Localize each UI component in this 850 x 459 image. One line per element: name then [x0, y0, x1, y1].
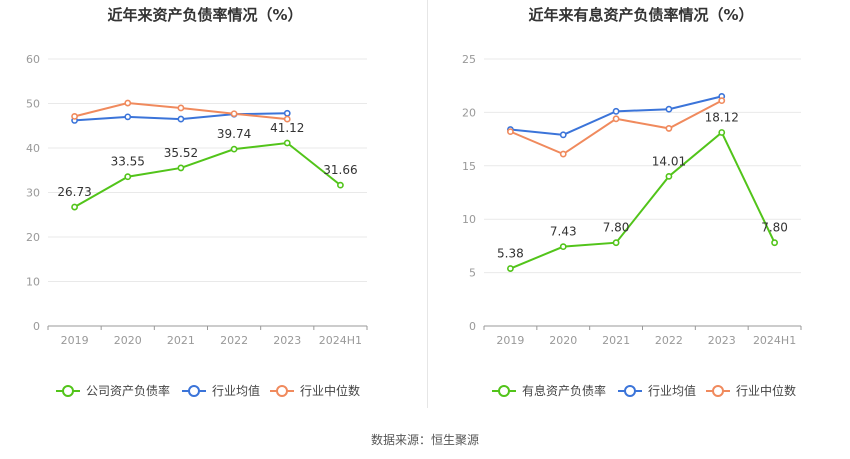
- y-tick-label: 20: [462, 106, 476, 119]
- data-point: [612, 115, 620, 123]
- x-tick-label: 2020: [549, 334, 577, 347]
- data-point: [283, 109, 291, 117]
- data-point: [124, 113, 132, 121]
- data-point: [230, 145, 238, 153]
- debt-ratio-chart: 近年来资产负债率情况（%） 0 10 20 30 40 50 60 2019 2020 2021 20…: [26, 6, 368, 398]
- y-tick-label: 15: [462, 160, 476, 173]
- y-tick-label: 10: [26, 276, 40, 289]
- legend-label: 公司资产负债率: [86, 383, 170, 398]
- data-point: [124, 99, 132, 107]
- y-tick-label: 0: [33, 320, 40, 333]
- chart-title: 近年来有息资产负债率情况（%）: [528, 6, 753, 24]
- x-tick-label: 2020: [114, 334, 142, 347]
- data-point: [559, 131, 567, 139]
- data-label: 7.43: [550, 225, 577, 239]
- chart-title: 近年来资产负债率情况（%）: [107, 6, 302, 24]
- data-label: 5.38: [497, 247, 524, 261]
- series-line: [74, 141, 342, 208]
- data-label: 7.80: [761, 221, 788, 235]
- data-point: [71, 113, 78, 120]
- data-label: 14.01: [652, 154, 686, 168]
- y-tick-label: 40: [26, 142, 40, 155]
- data-label: 31.66: [323, 163, 357, 177]
- data-point: [559, 243, 567, 251]
- legend-label: 有息资产负债率: [522, 383, 606, 398]
- data-label: 39.74: [217, 127, 251, 141]
- x-tick-label: 2019: [61, 334, 89, 347]
- y-tick-label: 0: [469, 320, 476, 333]
- data-point: [177, 104, 185, 112]
- y-tick-label: 10: [462, 213, 476, 226]
- data-label: 26.73: [57, 185, 91, 199]
- data-point: [283, 115, 291, 123]
- y-tick-label: 20: [26, 231, 40, 244]
- legend-label: 行业均值: [212, 383, 260, 398]
- data-label: 7.80: [603, 221, 630, 235]
- data-point: [665, 105, 673, 113]
- data-point: [665, 125, 673, 132]
- y-tick-label: 60: [26, 53, 40, 66]
- interest-bearing-debt-ratio-chart: 近年来有息资产负债率情况（%） 0 5 10 15 20 25 2019 2020 2021 202…: [462, 6, 802, 398]
- legend-swatch-marker: [276, 385, 288, 397]
- data-point: [283, 139, 291, 147]
- x-tick-label: 2023: [708, 334, 736, 347]
- data-point: [771, 239, 778, 247]
- legend-label: 行业中位数: [736, 383, 796, 398]
- data-point: [177, 115, 185, 123]
- data-point: [71, 203, 78, 211]
- x-tick-label: 2024H1: [753, 334, 796, 347]
- legend-swatch-marker: [188, 385, 200, 397]
- data-point: [230, 110, 238, 118]
- x-tick-label: 2023: [273, 334, 301, 347]
- y-tick-label: 50: [26, 98, 40, 111]
- data-point: [612, 239, 620, 247]
- data-point: [559, 150, 567, 158]
- x-tick-label: 2021: [602, 334, 630, 347]
- data-point: [507, 265, 514, 272]
- y-tick-label: 30: [26, 187, 40, 200]
- legend-swatch-marker: [624, 385, 636, 397]
- data-point: [718, 129, 726, 136]
- data-point: [124, 173, 132, 181]
- data-label: 33.55: [111, 155, 145, 169]
- x-tick-label: 2024H1: [319, 334, 362, 347]
- legend-swatch-marker: [498, 385, 510, 397]
- data-point: [337, 181, 344, 189]
- x-tick-label: 2021: [167, 334, 195, 347]
- series-line: [510, 130, 776, 270]
- x-tick-label: 2022: [220, 334, 248, 347]
- y-tick-label: 5: [469, 267, 476, 280]
- data-point: [612, 107, 620, 115]
- data-point: [665, 172, 673, 180]
- x-tick-label: 2019: [496, 334, 524, 347]
- panel-divider: [427, 0, 428, 408]
- x-tick-label: 2022: [655, 334, 683, 347]
- data-point: [177, 164, 185, 172]
- legend-swatch-marker: [712, 385, 724, 397]
- data-point: [718, 97, 726, 105]
- data-label: 35.52: [164, 146, 198, 160]
- y-tick-label: 25: [462, 53, 476, 66]
- legend-label: 行业均值: [648, 383, 696, 398]
- legend-label: 行业中位数: [300, 383, 360, 398]
- data-label: 18.12: [705, 110, 739, 124]
- data-source-note: 数据来源：恒生聚源: [370, 433, 479, 447]
- legend-swatch-marker: [62, 385, 74, 397]
- data-label: 41.12: [270, 121, 304, 135]
- data-point: [507, 128, 514, 136]
